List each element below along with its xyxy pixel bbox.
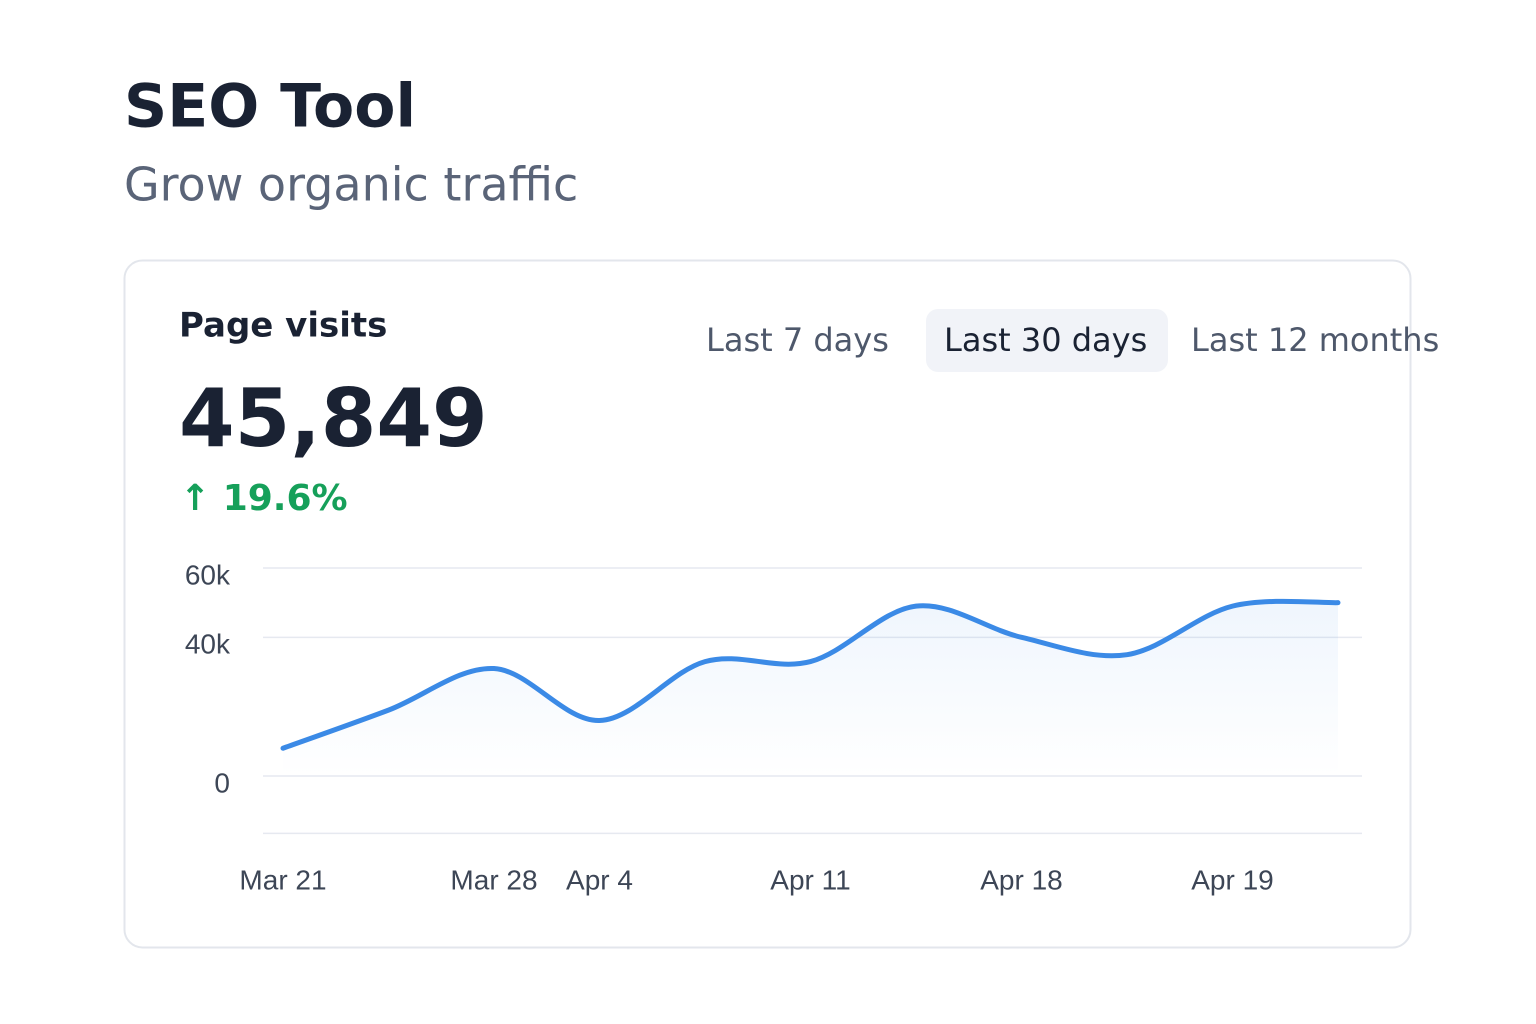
x-tick-label: Mar 28 xyxy=(450,864,537,895)
tab-active-bg xyxy=(926,309,1168,372)
y-tick-label: 40k xyxy=(185,629,231,660)
x-tick-label: Apr 18 xyxy=(980,864,1063,895)
x-tick-label: Apr 11 xyxy=(770,864,850,895)
tab[interactable]: Last 30 days xyxy=(944,321,1147,359)
x-tick-label: Apr 19 xyxy=(1191,864,1274,895)
total-value: 45,849 xyxy=(179,372,488,465)
card-title: Page visits xyxy=(179,306,387,346)
change-value: ↑ 19.6% xyxy=(180,478,348,519)
tab-group: Last 7 days Last 30 days Last 12 months xyxy=(706,309,1439,372)
x-tick-label: Apr 4 xyxy=(566,864,633,895)
area-fill xyxy=(283,601,1338,776)
tab[interactable]: Last 7 days xyxy=(706,321,889,359)
chart: 60k 40k 0 Mar 21 Mar 28 Apr 4 Apr 11 Apr 18 Apr … xyxy=(185,559,1362,895)
y-tick-label: 60k xyxy=(185,559,231,590)
card xyxy=(123,259,1412,949)
page-subtitle: Grow organic traffic xyxy=(124,158,578,212)
y-tick-label: 0 xyxy=(214,767,230,798)
line xyxy=(280,598,1341,751)
x-tick-label: Mar 21 xyxy=(239,864,326,895)
page-title: SEO Tool xyxy=(124,72,416,142)
tab[interactable]: Last 12 months xyxy=(1191,321,1439,359)
